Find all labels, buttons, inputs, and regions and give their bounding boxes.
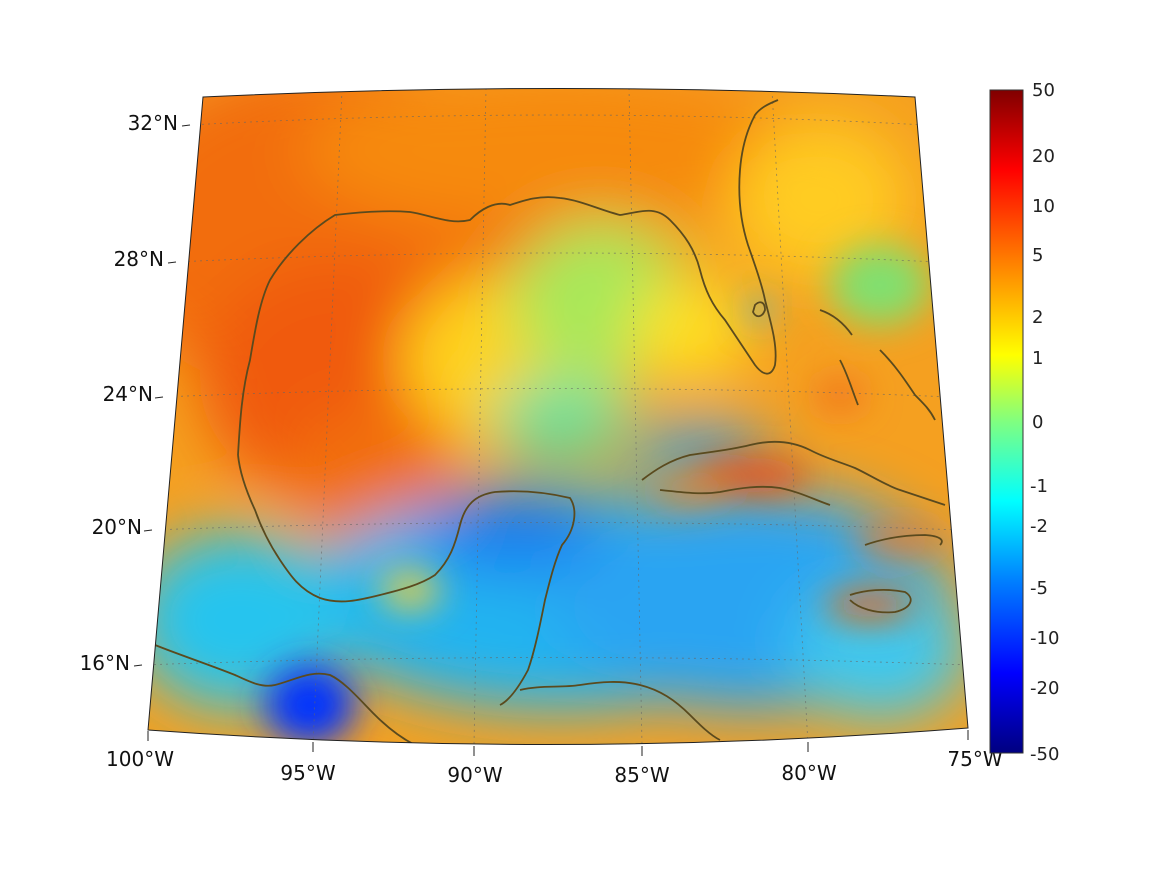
- graticule: [148, 88, 968, 745]
- cb-tick: 50: [1032, 80, 1055, 101]
- map-frame: [147, 88, 969, 746]
- colorbar: 50 20 10 5 2 1 0 -1 -2 -5 -10 -20 -50: [989, 80, 1059, 765]
- cb-tick: -2: [1030, 516, 1048, 537]
- coastlines: [154, 99, 946, 745]
- cb-tick: 0: [1032, 412, 1043, 433]
- cb-tick: 10: [1032, 196, 1055, 217]
- lon-label-100w: 100°W: [106, 747, 174, 771]
- longitude-labels: 100°W 95°W 90°W 85°W 80°W 75°W: [106, 747, 1003, 787]
- cb-tick: -5: [1030, 578, 1048, 599]
- lon-label-85w: 85°W: [614, 763, 669, 787]
- cb-tick: -20: [1030, 678, 1059, 699]
- lat-label-16: 16°N: [80, 651, 130, 675]
- lat-label-20: 20°N: [92, 515, 142, 539]
- data-field: [148, 88, 968, 745]
- cb-tick: 1: [1032, 348, 1043, 369]
- lon-label-90w: 90°W: [447, 763, 502, 787]
- colorbar-labels: 50 20 10 5 2 1 0 -1 -2 -5 -10 -20 -50: [1030, 80, 1059, 765]
- cb-tick: -50: [1030, 744, 1059, 765]
- latitude-labels: 32°N 28°N 24°N 20°N 16°N: [80, 111, 178, 675]
- cb-tick: 5: [1032, 245, 1043, 266]
- lon-label-95w: 95°W: [280, 761, 335, 785]
- colorbar-gradient: [989, 89, 1024, 754]
- lat-label-24: 24°N: [103, 382, 153, 406]
- lat-label-28: 28°N: [114, 247, 164, 271]
- lon-label-80w: 80°W: [781, 761, 836, 785]
- lat-label-32: 32°N: [128, 111, 178, 135]
- cb-tick: -10: [1030, 628, 1059, 649]
- cb-tick: 20: [1032, 146, 1055, 167]
- axis-ticks: [133, 124, 969, 756]
- cb-tick: 2: [1032, 307, 1043, 328]
- cb-tick: -1: [1030, 476, 1048, 497]
